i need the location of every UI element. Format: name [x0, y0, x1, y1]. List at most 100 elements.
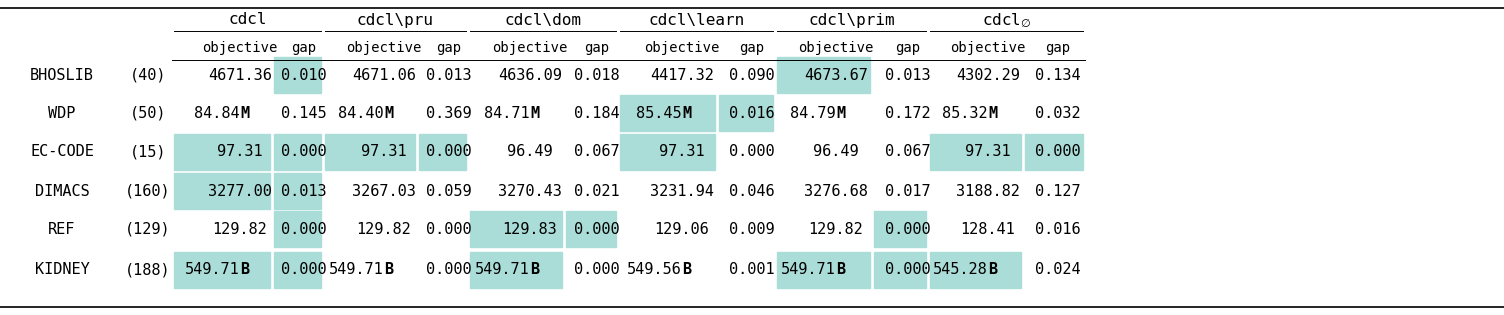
Text: 0.017: 0.017	[886, 184, 931, 198]
Text: 97.31: 97.31	[361, 145, 406, 159]
Text: M: M	[681, 106, 692, 121]
Text: 85.32: 85.32	[943, 106, 988, 121]
Text: 549.71: 549.71	[475, 262, 529, 278]
Text: 0.000: 0.000	[426, 262, 472, 278]
Text: gap: gap	[585, 41, 609, 55]
Text: 3270.43: 3270.43	[498, 184, 562, 198]
Text: B: B	[836, 262, 845, 278]
Text: 0.013: 0.013	[426, 67, 472, 83]
Text: 0.000: 0.000	[281, 262, 326, 278]
Text: 0.024: 0.024	[1035, 262, 1081, 278]
Bar	[778, 57, 869, 93]
Text: 0.145: 0.145	[281, 106, 326, 121]
Text: 96.49: 96.49	[507, 145, 553, 159]
Text: 4673.67: 4673.67	[805, 67, 868, 83]
Text: 0.021: 0.021	[575, 184, 620, 198]
Bar	[325, 134, 415, 170]
Text: B: B	[241, 262, 250, 278]
Bar	[274, 173, 320, 209]
Text: 0.000: 0.000	[575, 262, 620, 278]
Bar	[174, 134, 271, 170]
Text: 549.71: 549.71	[329, 262, 384, 278]
Text: cdcl\learn: cdcl\learn	[648, 13, 744, 27]
Text: REF: REF	[48, 221, 75, 237]
Text: 128.41: 128.41	[961, 221, 1015, 237]
Text: 0.000: 0.000	[426, 145, 472, 159]
Text: objective: objective	[492, 41, 567, 55]
Text: M: M	[241, 106, 250, 121]
Text: cdcl: cdcl	[229, 13, 266, 27]
Text: 545.28: 545.28	[934, 262, 988, 278]
Text: DIMACS: DIMACS	[35, 184, 89, 198]
Bar	[274, 57, 320, 93]
Text: gap: gap	[740, 41, 764, 55]
Text: 0.059: 0.059	[426, 184, 472, 198]
Text: 0.000: 0.000	[729, 145, 775, 159]
Text: 0.000: 0.000	[575, 221, 620, 237]
Text: 0.001: 0.001	[729, 262, 775, 278]
Text: B: B	[384, 262, 393, 278]
Text: 3277.00: 3277.00	[208, 184, 272, 198]
Text: 0.000: 0.000	[281, 145, 326, 159]
Text: 84.79: 84.79	[791, 106, 836, 121]
Text: 0.067: 0.067	[575, 145, 620, 159]
Bar	[566, 211, 617, 247]
Text: 4671.36: 4671.36	[208, 67, 272, 83]
Text: 0.018: 0.018	[575, 67, 620, 83]
Bar	[274, 211, 320, 247]
Text: 3276.68: 3276.68	[805, 184, 868, 198]
Text: 0.067: 0.067	[886, 145, 931, 159]
Text: 0.000: 0.000	[886, 221, 931, 237]
Text: 549.71: 549.71	[781, 262, 836, 278]
Text: 129.82: 129.82	[212, 221, 268, 237]
Bar	[174, 173, 271, 209]
Bar	[929, 134, 1021, 170]
Text: 84.84: 84.84	[194, 106, 241, 121]
Text: 549.56: 549.56	[627, 262, 681, 278]
Text: cdcl\pru: cdcl\pru	[356, 13, 435, 27]
Text: 0.134: 0.134	[1035, 67, 1081, 83]
Text: 129.82: 129.82	[809, 221, 863, 237]
Text: objective: objective	[346, 41, 421, 55]
Text: 0.013: 0.013	[281, 184, 326, 198]
Text: 4417.32: 4417.32	[650, 67, 714, 83]
Text: 0.032: 0.032	[1035, 106, 1081, 121]
Text: 4671.06: 4671.06	[352, 67, 417, 83]
Text: 84.71: 84.71	[484, 106, 529, 121]
Bar	[874, 211, 926, 247]
Text: 0.046: 0.046	[729, 184, 775, 198]
Text: 3231.94: 3231.94	[650, 184, 714, 198]
Text: M: M	[988, 106, 997, 121]
Bar	[874, 252, 926, 288]
Text: M: M	[836, 106, 845, 121]
Text: B: B	[988, 262, 997, 278]
Text: 0.172: 0.172	[886, 106, 931, 121]
Text: B: B	[681, 262, 692, 278]
Text: gap: gap	[292, 41, 316, 55]
Text: WDP: WDP	[48, 106, 75, 121]
Bar	[469, 211, 561, 247]
Text: (129): (129)	[125, 221, 171, 237]
Text: 0.016: 0.016	[1035, 221, 1081, 237]
Text: 549.71: 549.71	[185, 262, 241, 278]
Text: M: M	[529, 106, 538, 121]
Bar	[778, 252, 869, 288]
Bar	[719, 95, 773, 131]
Text: 129.06: 129.06	[654, 221, 710, 237]
Bar	[620, 95, 714, 131]
Text: 0.000: 0.000	[426, 221, 472, 237]
Text: 97.31: 97.31	[659, 145, 705, 159]
Bar	[1026, 134, 1083, 170]
Text: 96.49: 96.49	[814, 145, 859, 159]
Text: objective: objective	[203, 41, 278, 55]
Text: gap: gap	[436, 41, 462, 55]
Bar	[620, 134, 714, 170]
Text: (160): (160)	[125, 184, 171, 198]
Text: 0.000: 0.000	[886, 262, 931, 278]
Text: 3267.03: 3267.03	[352, 184, 417, 198]
Text: 0.000: 0.000	[281, 221, 326, 237]
Text: 0.010: 0.010	[281, 67, 326, 83]
Text: 97.31: 97.31	[966, 145, 1011, 159]
Text: 84.40: 84.40	[338, 106, 384, 121]
Text: B: B	[529, 262, 538, 278]
